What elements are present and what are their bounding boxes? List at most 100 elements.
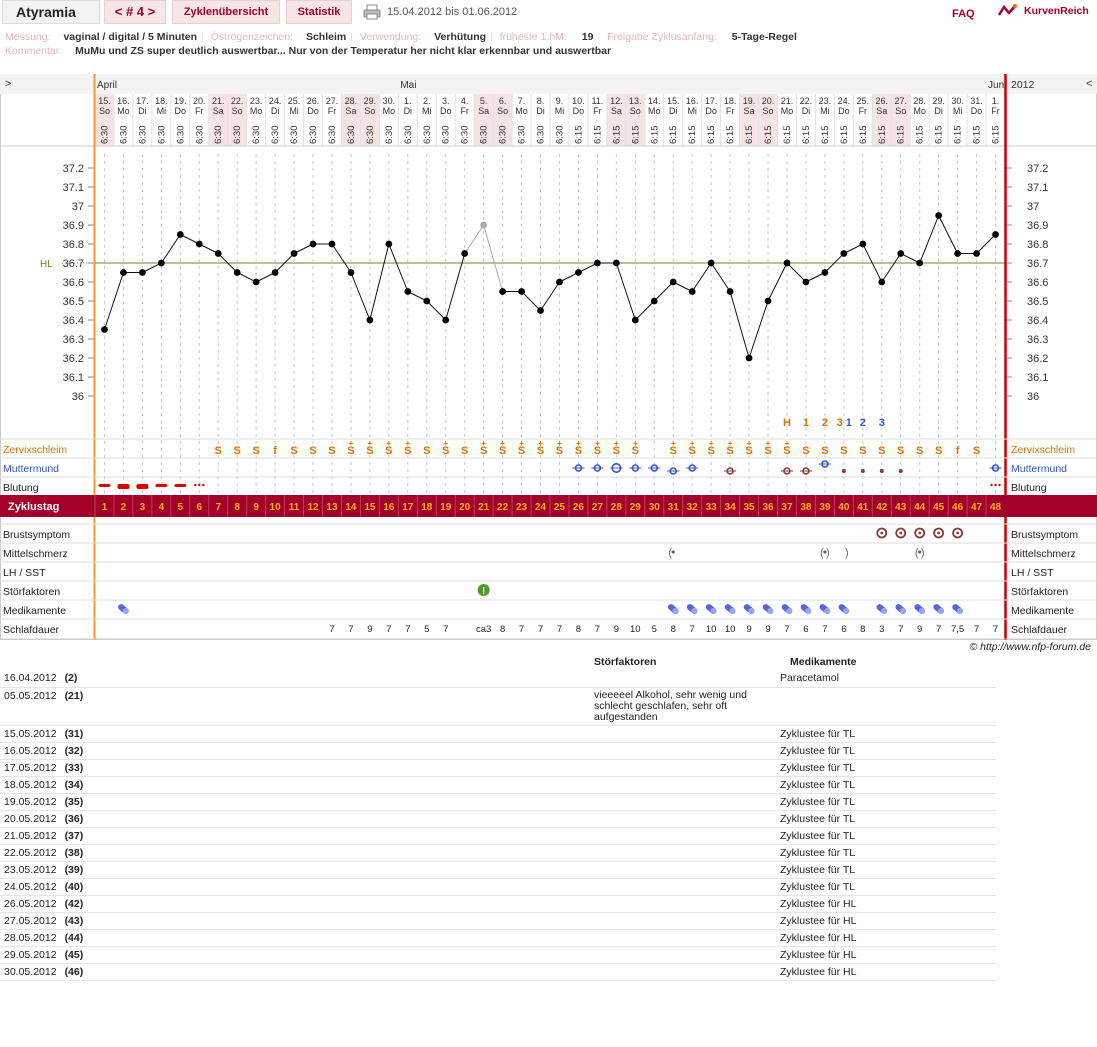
sleep-duration: 7,5 bbox=[951, 624, 964, 635]
notes-date: 23.05.2012 bbox=[4, 863, 57, 876]
date-label: 25. bbox=[857, 96, 870, 106]
weekday-label: Fr bbox=[328, 106, 337, 116]
notes-row: 18.05.2012 (34) Zyklustee für TL bbox=[0, 776, 996, 794]
cervical-mucus-plus: + bbox=[766, 439, 771, 448]
pill-icon bbox=[895, 604, 907, 614]
notes-cycle-day: (44) bbox=[64, 931, 84, 944]
date-label: 28. bbox=[913, 96, 926, 106]
tab-cycle-overview[interactable]: Zyklenübersicht bbox=[172, 0, 280, 24]
weekday-label: Sa bbox=[478, 106, 489, 116]
weekday-label: Fr bbox=[195, 106, 204, 116]
tab-statistics[interactable]: Statistik bbox=[286, 0, 352, 24]
temperature-point bbox=[897, 250, 905, 257]
temperature-point bbox=[271, 269, 279, 276]
weekday-label: Mo bbox=[383, 106, 396, 116]
notes-medi: Zyklustee für TL bbox=[776, 844, 996, 862]
cervical-mucus-mark: S bbox=[347, 445, 354, 457]
cervical-mucus-mark: S bbox=[404, 445, 411, 457]
notes-date-cell: 16.05.2012 (32) bbox=[0, 742, 590, 760]
notes-stoer bbox=[590, 670, 776, 688]
y-tick-label: 36.2 bbox=[63, 353, 84, 365]
sleep-duration: 9 bbox=[917, 624, 922, 635]
cycle-day-number: 2 bbox=[121, 502, 127, 513]
cycle-nav[interactable]: < # 4 > bbox=[104, 0, 166, 24]
cervical-mucus-mark: S bbox=[328, 445, 335, 457]
cervical-mucus-mark: f bbox=[273, 445, 277, 457]
earliest-label: früheste 1.hM: bbox=[499, 31, 567, 43]
y-tick-label-right: 36.7 bbox=[1027, 258, 1048, 270]
notes-date-cell: 20.05.2012 (36) bbox=[0, 810, 590, 828]
y-tick-label-right: 36.2 bbox=[1027, 353, 1048, 365]
pill-icon bbox=[781, 604, 793, 614]
mm-low-brown-icon bbox=[799, 467, 812, 475]
temperature-segment bbox=[293, 243, 314, 254]
date-label: 17. bbox=[136, 96, 149, 106]
notes-medi: Zyklustee für TL bbox=[776, 810, 996, 828]
temperature-point bbox=[840, 250, 848, 257]
weekday-label: Mi bbox=[555, 106, 565, 116]
temperature-point bbox=[612, 259, 620, 267]
spotting-icon bbox=[990, 483, 1001, 487]
sleep-duration: 9 bbox=[765, 624, 770, 635]
weekday-label: Sa bbox=[876, 106, 887, 116]
notes-row: 19.05.2012 (35) Zyklustee für TL bbox=[0, 793, 996, 811]
notes-col-medikamente: Medikamente bbox=[790, 656, 857, 668]
row-label-right-muttermund: Muttermund bbox=[1011, 463, 1067, 475]
print-icon[interactable] bbox=[363, 4, 381, 20]
cervical-mucus-plus: + bbox=[443, 439, 448, 448]
mm-closed-open-icon bbox=[686, 464, 699, 472]
cycle-day-number: 41 bbox=[857, 502, 869, 513]
cycle-day-number: 7 bbox=[215, 502, 221, 513]
notes-date: 26.05.2012 bbox=[4, 897, 57, 910]
cycle-day-number: 28 bbox=[611, 502, 623, 513]
mm-low-icon bbox=[667, 467, 680, 475]
date-label: 21. bbox=[781, 96, 794, 106]
temperature-point bbox=[138, 269, 146, 276]
cycle-day-number: 15 bbox=[364, 502, 376, 513]
breast-symptom-icon bbox=[914, 527, 926, 539]
time-label: 6:30 bbox=[270, 126, 281, 145]
cervical-mucus-plus: + bbox=[633, 439, 638, 448]
time-label: 6:15 bbox=[706, 126, 717, 145]
temperature-point bbox=[575, 269, 582, 276]
date-label: 2. bbox=[423, 96, 431, 106]
temperature-segment bbox=[976, 234, 996, 254]
pain-right: ) bbox=[845, 547, 849, 559]
cycle-day-number: 26 bbox=[573, 502, 585, 513]
cycle-day-number: 17 bbox=[402, 502, 414, 513]
spot-dot bbox=[994, 483, 997, 487]
pill-icon bbox=[952, 604, 963, 614]
weekday-label: Di bbox=[536, 106, 545, 116]
cervical-mucus-mark: S bbox=[480, 445, 487, 457]
cervical-mucus-mark: S bbox=[499, 445, 506, 457]
notes-date: 18.05.2012 bbox=[4, 778, 57, 791]
weekend-column bbox=[625, 94, 645, 146]
weekday-label: Mi bbox=[289, 106, 299, 116]
temperature-point bbox=[499, 288, 507, 295]
mm-dot bbox=[879, 469, 884, 473]
date-label: 24. bbox=[269, 96, 282, 106]
temperature-point bbox=[214, 250, 222, 257]
date-label: 6. bbox=[499, 96, 507, 106]
temperature-point bbox=[593, 259, 601, 267]
notes-medi: Zyklustee für TL bbox=[776, 793, 996, 811]
cycle-day-number: 10 bbox=[270, 502, 282, 513]
nav-right-icon: < bbox=[1086, 78, 1092, 90]
sleep-duration: 8 bbox=[671, 624, 676, 635]
cycle-day-number: 24 bbox=[535, 502, 547, 513]
temperature-segment bbox=[388, 243, 409, 292]
temperature-point bbox=[120, 269, 127, 276]
spot-dot bbox=[998, 483, 1001, 487]
notes-stoer bbox=[590, 929, 776, 947]
weekend-column bbox=[341, 94, 361, 146]
cycle-day-number: 9 bbox=[253, 502, 259, 513]
breast-dot bbox=[937, 531, 941, 535]
faq-link[interactable]: FAQ bbox=[952, 8, 975, 20]
cervical-mucus-mark: S bbox=[234, 445, 241, 457]
pill-icon bbox=[762, 604, 774, 614]
notes-date: 15.05.2012 bbox=[4, 727, 57, 740]
date-label: 8. bbox=[537, 96, 545, 106]
weekday-label: Do bbox=[307, 106, 319, 116]
mm-dot bbox=[898, 469, 903, 473]
sleep-duration: 7 bbox=[386, 624, 391, 635]
